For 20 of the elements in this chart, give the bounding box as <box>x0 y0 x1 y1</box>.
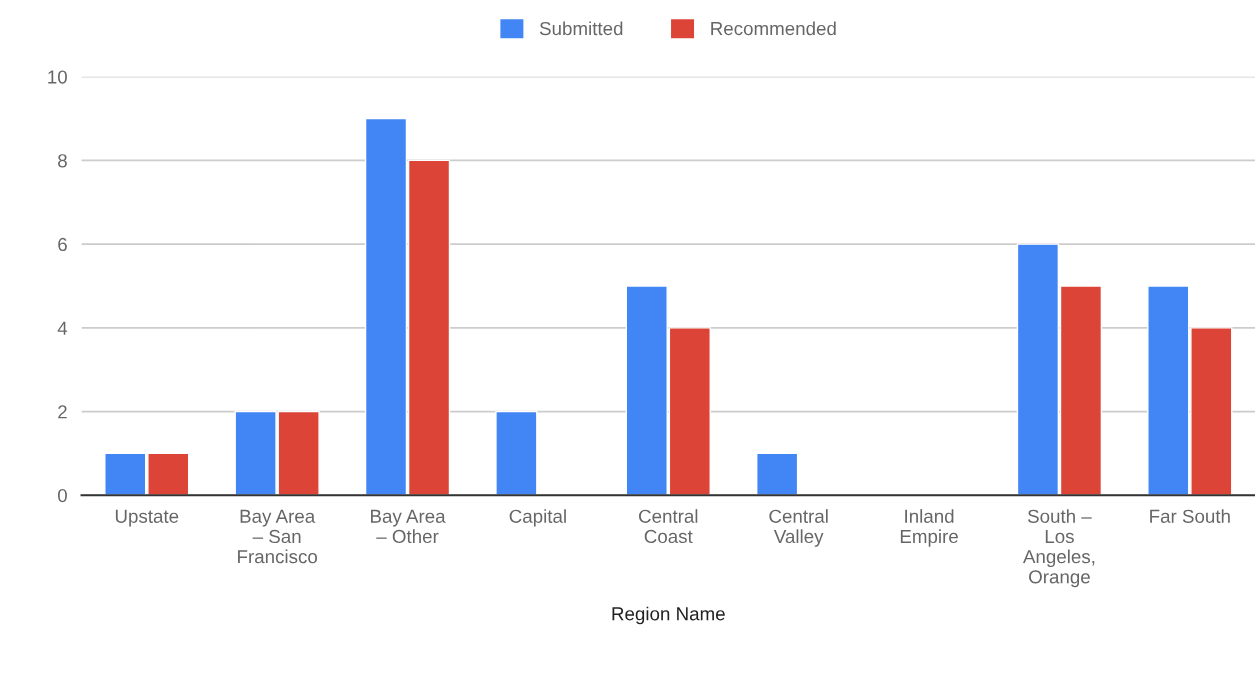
x-tick-label: Bay Area – Other <box>371 509 446 544</box>
x-tick-label: Upstate <box>115 509 179 527</box>
legend-label: Submitted <box>539 21 623 36</box>
y-tick-label: 8 <box>58 154 67 168</box>
x-tick-label: Bay Area – San Francisco <box>238 509 317 564</box>
x-tick-label: Central Coast <box>639 509 698 544</box>
y-tick-label: 10 <box>48 70 67 84</box>
y-tick-label: 0 <box>57 488 67 503</box>
x-axis-title: Region Name <box>612 606 725 625</box>
y-tick-label: 4 <box>57 321 68 335</box>
x-tick-label: Far South <box>1150 509 1230 523</box>
y-tick-label: 2 <box>58 405 67 419</box>
bar <box>756 452 799 496</box>
x-tick-label: South – Los Angeles, Orange <box>1022 509 1095 588</box>
y-tick-label: 6 <box>58 237 67 252</box>
bar <box>495 410 538 496</box>
x-tick-label: Capital <box>509 509 566 527</box>
legend-label: Recommended <box>711 21 836 36</box>
x-tick-label: Inland Empire <box>900 509 958 547</box>
x-tick-label: Central Valley <box>769 509 828 547</box>
